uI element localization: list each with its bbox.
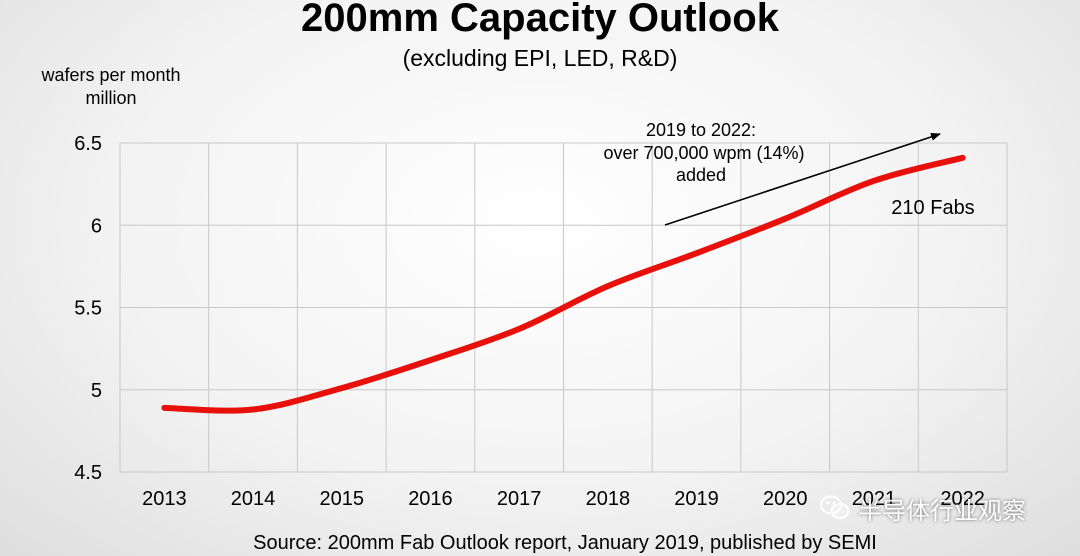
data-point [250,406,256,412]
annotation-line-2: over 700,000 wpm (14%) [603,143,804,163]
chart-subtitle: (excluding EPI, LED, R&D) [402,45,678,71]
y-axis-unit-line-1: wafers per month [41,65,181,85]
x-tick-label: 2018 [586,488,631,510]
data-point [960,155,966,161]
x-tick-label: 2019 [674,488,719,510]
x-tick-label: 2013 [142,488,187,510]
data-point [161,405,167,411]
y-tick-label: 4.5 [74,462,102,484]
x-tick-label: 2016 [408,488,453,510]
data-point [871,178,877,184]
y-tick-label: 6 [91,215,102,237]
x-tick-label: 2015 [320,488,365,510]
y-tick-label: 6.5 [74,133,102,155]
annotation-line-1: 2019 to 2022: [646,120,756,140]
chart-title: 200mm Capacity Outlook [301,0,779,40]
x-tick-label: 2017 [497,488,542,510]
y-axis-unit-label: wafers per month million [16,64,206,110]
x-tick-label: 2021 [852,488,897,510]
y-tick-label: 5.5 [74,298,102,320]
watermark: 半导体行业观察 [820,492,1026,525]
watermark-text: 半导体行业观察 [858,497,1026,525]
x-tick-label: 2020 [763,488,808,510]
annotation-line-3: added [676,165,726,185]
data-point [782,216,788,222]
x-tick-label: 2014 [231,488,276,510]
data-point [694,250,700,256]
end-label: 210 Fabs [891,197,974,219]
trend-arrow [664,133,941,226]
data-point [605,283,611,289]
y-tick-label: 5 [91,380,102,402]
data-point [427,357,433,363]
data-point [339,385,345,391]
source-note: Source: 200mm Fab Outlook report, Januar… [253,532,877,554]
wechat-icon [820,495,850,519]
series-line [161,154,966,414]
x-tick-label: 2022 [940,488,985,510]
data-point [516,326,522,332]
y-axis-unit-line-2: million [85,88,137,108]
